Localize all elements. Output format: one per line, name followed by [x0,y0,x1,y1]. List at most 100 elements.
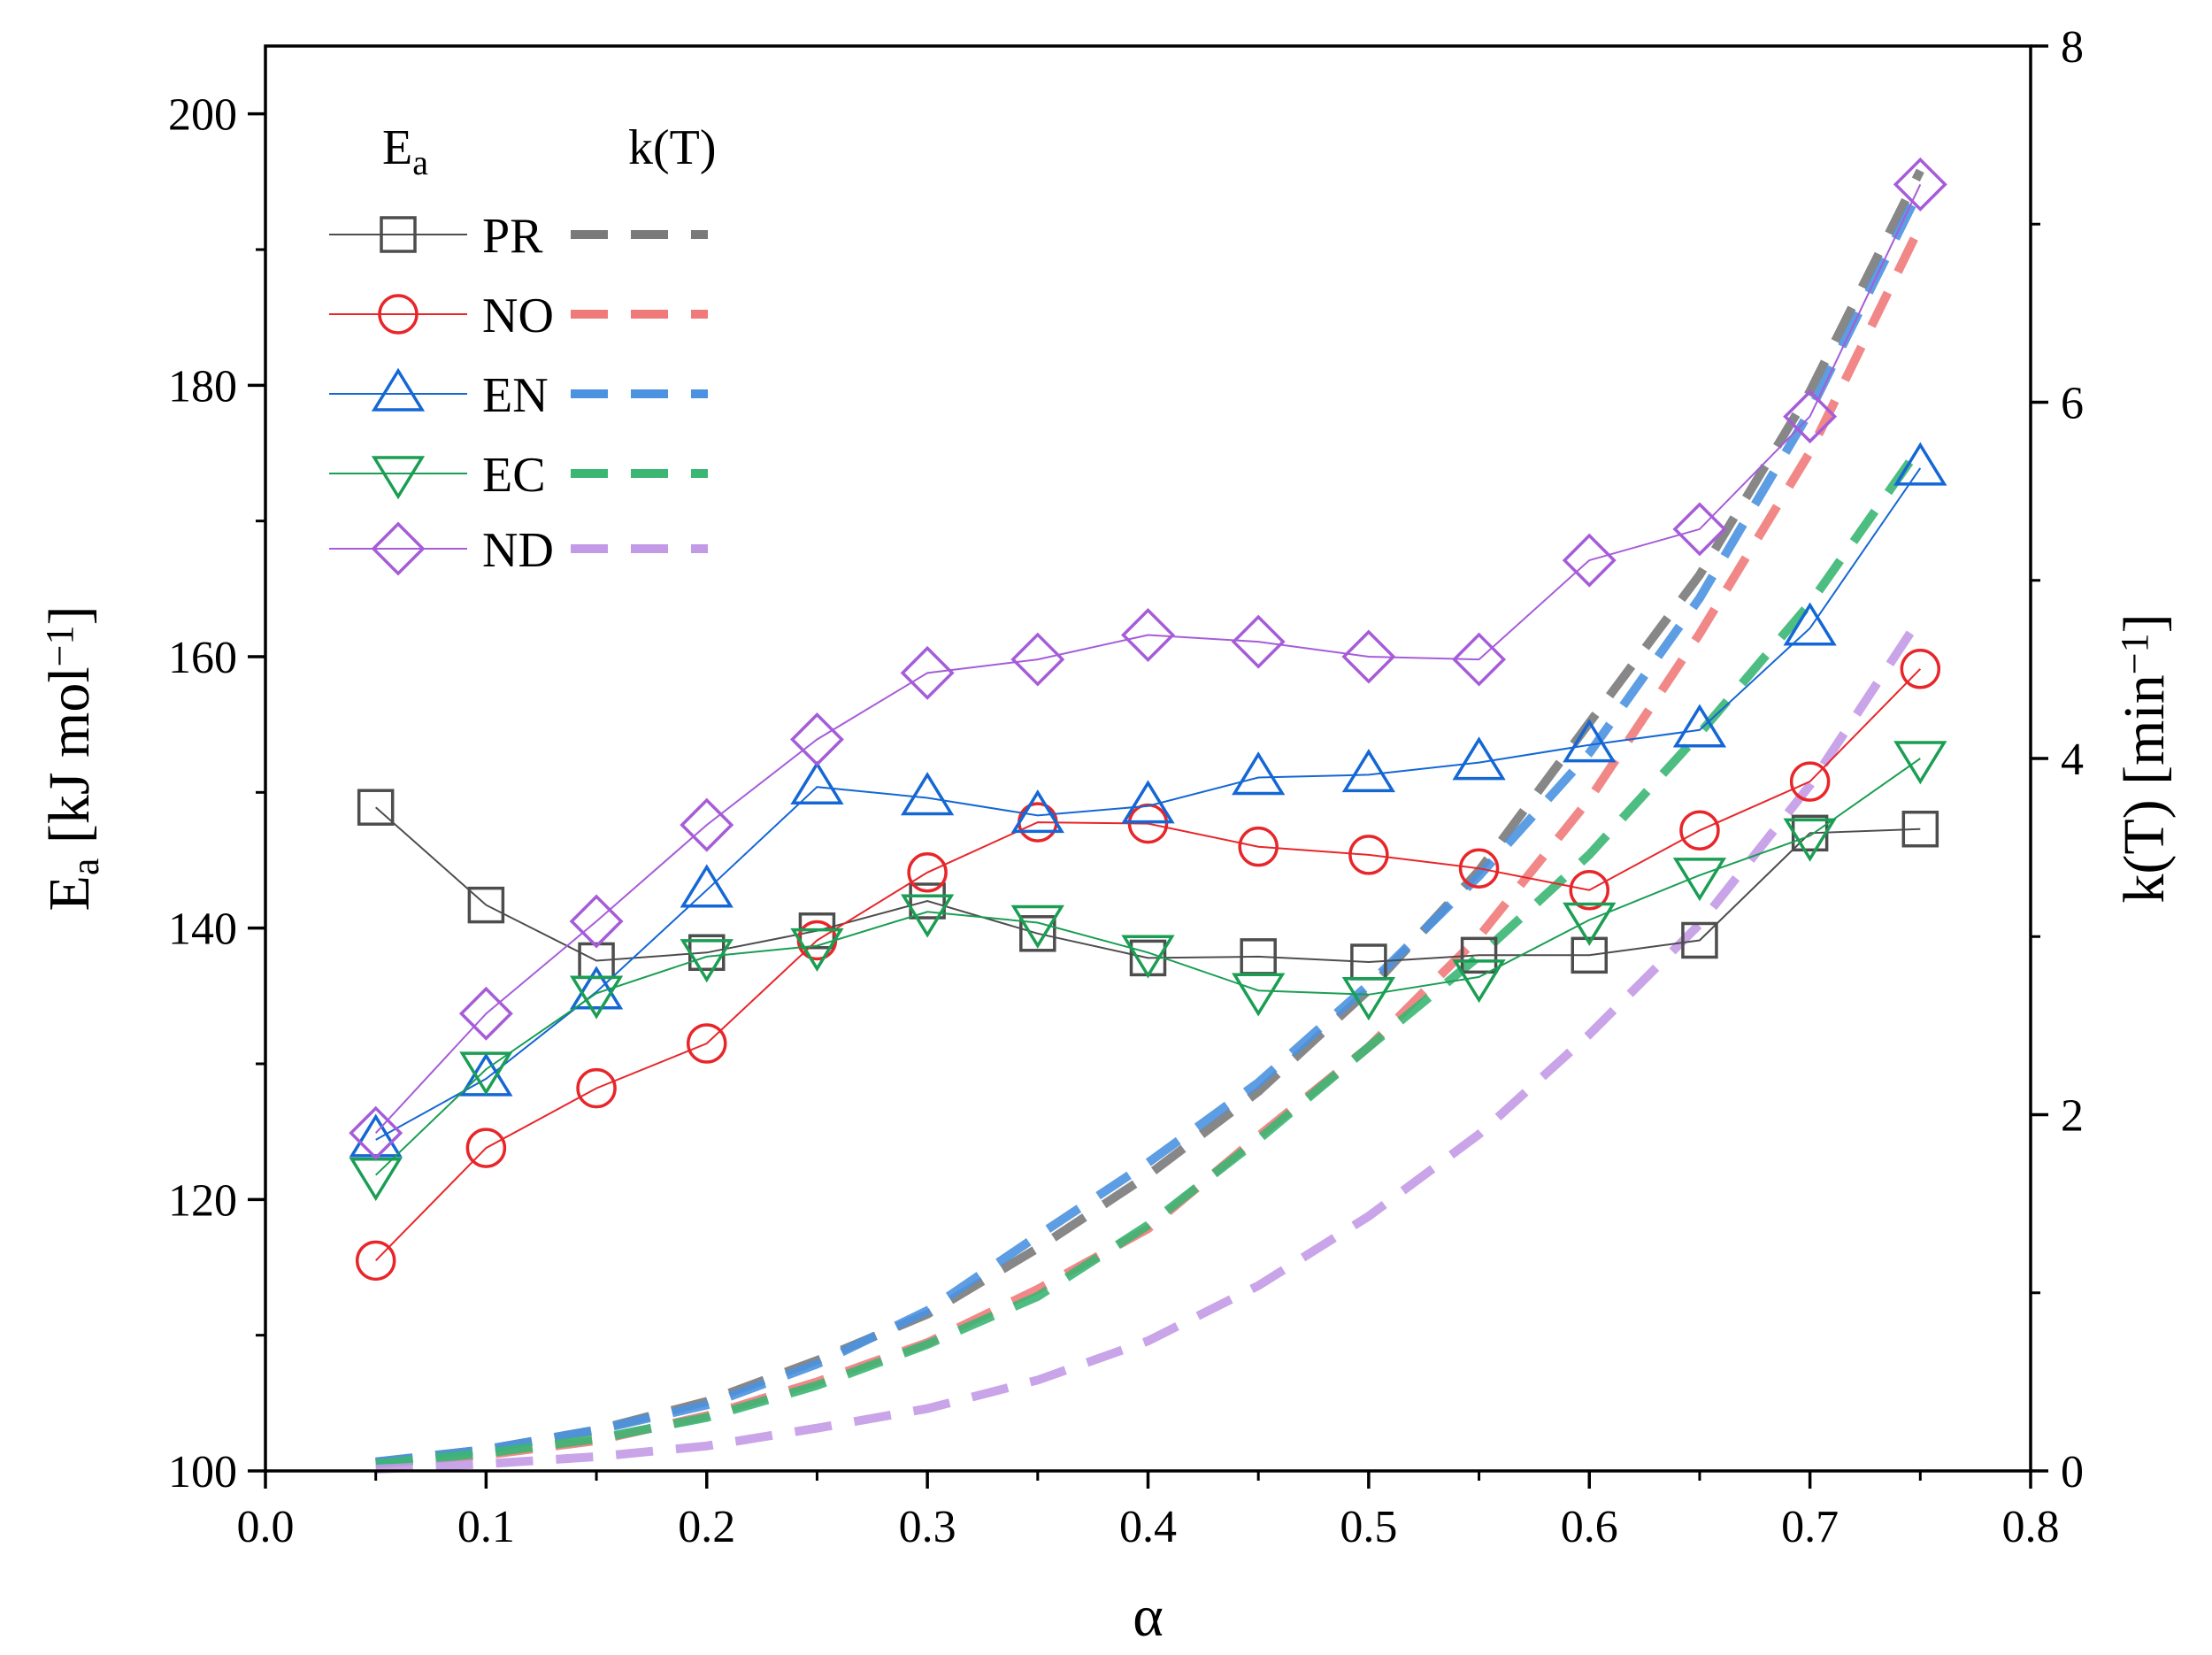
ea-point-nd [1010,632,1065,687]
ea-point-pr [1460,936,1498,974]
legend-item-nd: ND [329,521,708,578]
y-right-tick-label: 8 [2061,22,2084,73]
legend-marker [380,216,417,253]
x-tick-label: 0.7 [1781,1502,1839,1552]
legend-label: PR [482,209,543,264]
ea-line-no [374,668,1922,1262]
ea-point-ec [1341,977,1396,1021]
legend-header-ea: Ea [382,120,428,182]
ea-point-nd [1452,632,1507,687]
label-part: E [382,120,412,175]
label-part: ] [2112,613,2177,633]
x-tick-label: 0.6 [1561,1502,1618,1552]
legend-item-en: EN [329,367,708,423]
ea-point-pr [357,789,395,826]
ea-point-ec [1672,858,1727,902]
ea-point-nd [1341,629,1396,684]
ea-point-nd [458,986,513,1041]
y-right-tick-label: 6 [2061,379,2084,429]
ea-point-en [680,864,733,908]
y-left-tick-label: 140 [168,904,237,955]
ea-point-no [1679,810,1720,851]
label-part: −1 [38,625,81,666]
k-curves-layer [375,168,1924,1474]
ea-point-en [790,760,844,804]
ea-line-nd [374,183,1922,1134]
legend-marker [371,456,426,500]
ea-point-nd [1672,502,1727,557]
legend-label: ND [482,523,554,578]
ea-point-en [1121,780,1175,824]
ea-series-layer [349,157,1947,1282]
legend-label: EC [482,448,546,503]
ea-series-nd [349,157,1947,1160]
ea-point-ec [790,928,844,972]
k-curve-en [375,186,1924,1466]
y-left-tick-label: 160 [168,633,237,683]
legend-marker [371,521,426,576]
legend-label: EN [482,368,549,423]
ea-point-en [900,772,955,816]
legend-header-k: k(T) [628,120,717,175]
y-left-tick-label: 180 [168,361,237,412]
ea-point-pr [909,882,946,920]
legend-marker [371,367,426,412]
label-part: E [37,875,102,911]
ea-series-ec [349,741,1947,1202]
x-tick-label: 0.0 [237,1502,295,1552]
y-left-tick-label: 100 [168,1447,237,1497]
legend-marker [378,294,419,335]
ea-point-ec [1232,973,1286,1017]
ea-point-en [1563,719,1617,763]
ea-point-pr [467,886,505,924]
ea-point-ec [1010,904,1064,949]
x-tick-label: 0.1 [457,1502,515,1552]
ea-point-nd [1121,607,1175,662]
x-tick-label: 0.5 [1340,1502,1397,1552]
legend-label: NO [482,289,554,343]
ea-point-no [355,1240,396,1282]
ea-point-ec [680,939,733,983]
ea-point-no [1789,761,1831,802]
ea-point-ec [569,975,624,1020]
x-axis-title: α [1133,1584,1164,1649]
y-right-tick-label: 2 [2061,1091,2084,1142]
k-curve-ec [375,443,1924,1468]
ea-point-en [349,1113,403,1158]
y-right-tick-label: 4 [2061,735,2084,785]
ea-point-en [1232,751,1286,796]
ea-line-ec [375,758,1921,1176]
ea-point-no [576,1067,617,1109]
ea-point-ec [459,1051,513,1096]
ea-point-no [465,1128,507,1168]
ea-point-nd [900,645,955,700]
ea-point-en [1672,704,1727,748]
label-part: a [64,858,107,876]
y-right-tick-label: 0 [2061,1447,2084,1497]
ea-point-pr [1901,810,1939,848]
ea-point-no [1569,869,1609,911]
k-curve-nd [375,615,1924,1474]
x-tick-label: 0.4 [1119,1502,1177,1552]
ea-point-en [1783,602,1837,646]
ea-point-pr [1571,936,1608,974]
ea-point-en [1893,442,1947,486]
ea-point-nd [789,712,844,767]
ea-point-no [687,1023,727,1064]
ea-point-en [569,966,624,1010]
ea-point-pr [1681,921,1718,959]
legend-item-pr: PR [329,209,708,264]
ea-point-nd [349,1105,403,1160]
ea-point-nd [1783,389,1838,444]
ea-point-nd [569,894,624,949]
ea-point-ec [1121,935,1175,979]
label-part: k(T) [min [2112,674,2177,903]
ea-point-nd [1562,533,1617,588]
ea-point-no [1348,835,1389,875]
label-part: a [412,142,428,182]
label-part: [kJ mol [37,666,102,858]
ea-point-nd [1893,157,1947,212]
x-tick-label: 0.2 [678,1502,735,1552]
ea-point-ec [1452,959,1506,1004]
